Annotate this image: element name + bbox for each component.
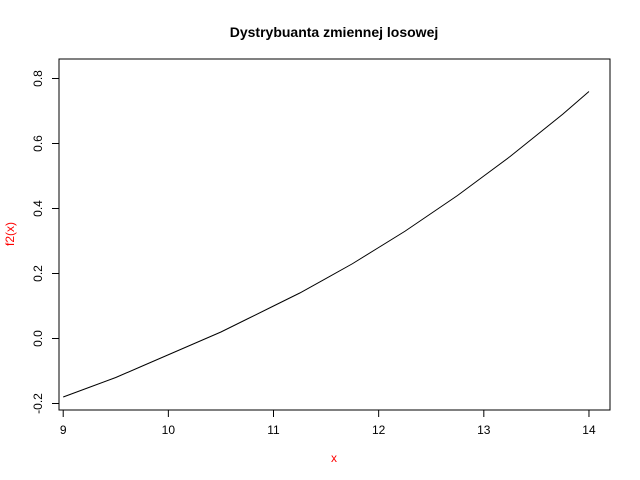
y-axis: -0.2 0.0 0.2 0.4 0.6 0.8	[31, 70, 59, 414]
y-tick-label: 0.0	[31, 330, 45, 347]
cdf-series-line	[63, 91, 590, 398]
x-tick-label: 10	[162, 423, 176, 437]
y-tick-label: 0.4	[31, 200, 45, 217]
x-tick-label: 14	[582, 423, 596, 437]
x-axis: 9 10 11 12 13 14	[60, 410, 596, 437]
x-tick-label: 11	[267, 423, 280, 437]
x-axis-label: x	[331, 451, 337, 465]
y-tick-label: -0.2	[31, 393, 45, 414]
plot-frame	[58, 58, 611, 411]
x-tick-label: 12	[372, 423, 386, 437]
x-tick-label: 13	[477, 423, 491, 437]
y-tick-label: 0.8	[31, 70, 45, 87]
y-tick-label: 0.6	[31, 135, 45, 152]
y-axis-label: f2(x)	[3, 222, 17, 246]
y-tick-label: 0.2	[31, 265, 45, 282]
x-tick-label: 9	[60, 423, 67, 437]
chart-title: Dystrybuanta zmiennej losowej	[230, 24, 439, 40]
